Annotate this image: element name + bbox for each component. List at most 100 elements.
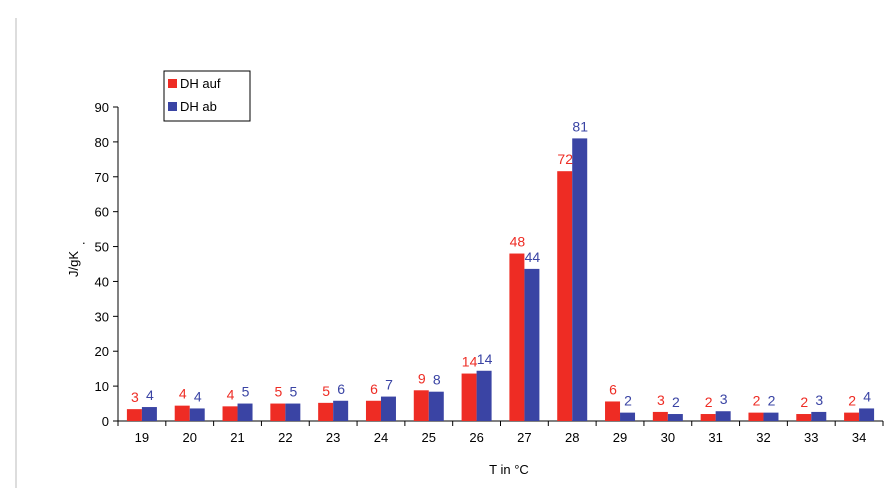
x-tick-label: 34: [852, 430, 866, 445]
y-tick-label: 60: [95, 205, 109, 220]
bar-dh-auf: [700, 414, 716, 421]
data-label-dh-auf: 5: [322, 383, 330, 399]
data-label-dh-auf: 5: [274, 384, 282, 400]
data-label-dh-ab: 5: [242, 384, 250, 400]
data-label-dh-auf: 14: [462, 354, 478, 370]
data-label-dh-auf: 9: [418, 370, 426, 386]
x-tick-label: 29: [613, 430, 627, 445]
data-label-dh-auf: 3: [657, 392, 665, 408]
y-axis-title-mark: .: [82, 232, 86, 247]
data-label-dh-auf: 4: [179, 386, 187, 402]
y-tick-label: 70: [95, 170, 109, 185]
x-tick-label: 19: [135, 430, 149, 445]
x-tick-label: 25: [422, 430, 436, 445]
bar-dh-ab: [141, 407, 157, 421]
bar-dh-auf: [557, 171, 573, 421]
x-tick-label: 27: [517, 430, 531, 445]
bar-dh-auf: [174, 405, 190, 421]
data-label-dh-ab: 6: [337, 381, 345, 397]
data-label-dh-ab: 3: [720, 391, 728, 407]
x-tick-label: 22: [278, 430, 292, 445]
bar-dh-ab: [859, 408, 875, 421]
data-label-dh-auf: 2: [848, 393, 856, 409]
bar-dh-auf: [365, 400, 381, 421]
bar-dh-auf: [509, 253, 525, 421]
bar-dh-auf: [605, 401, 621, 421]
x-tick-label: 24: [374, 430, 388, 445]
bar-dh-auf: [270, 403, 286, 421]
x-tick-label: 21: [230, 430, 244, 445]
bar-dh-ab: [476, 370, 492, 421]
x-axis-title: T in °C: [489, 462, 529, 477]
data-label-dh-ab: 14: [477, 351, 493, 367]
data-label-dh-ab: 4: [863, 388, 871, 404]
bar-dh-auf: [222, 406, 238, 421]
x-tick-label: 32: [756, 430, 770, 445]
data-label-dh-ab: 44: [525, 249, 541, 265]
bar-dh-ab: [285, 403, 301, 421]
y-tick-label: 50: [95, 240, 109, 255]
data-label-dh-auf: 6: [370, 381, 378, 397]
data-label-dh-ab: 4: [194, 388, 202, 404]
x-tick-label: 26: [469, 430, 483, 445]
bar-dh-ab: [667, 414, 683, 421]
data-label-dh-auf: 72: [557, 151, 573, 167]
y-tick-label: 80: [95, 135, 109, 150]
bar-dh-auf: [748, 412, 764, 421]
bar-dh-auf: [413, 390, 429, 421]
legend-label-dh-auf: DH auf: [180, 76, 221, 91]
bar-dh-ab: [572, 138, 588, 421]
bars: [126, 138, 875, 421]
data-label-dh-ab: 3: [815, 392, 823, 408]
bar-dh-auf: [844, 412, 860, 421]
data-label-dh-ab: 8: [433, 372, 441, 388]
legend-swatch-dh-ab: [168, 102, 177, 111]
bar-dh-ab: [333, 400, 349, 421]
y-tick-label: 40: [95, 274, 109, 289]
y-axis-title: J/gK: [66, 251, 81, 277]
bar-dh-ab: [811, 411, 827, 421]
data-label-dh-ab: 2: [624, 393, 632, 409]
bar-dh-ab: [189, 408, 205, 421]
bar-dh-auf: [461, 373, 477, 421]
data-label-dh-auf: 2: [753, 393, 761, 409]
x-tick-label: 20: [182, 430, 196, 445]
x-tick-label: 30: [661, 430, 675, 445]
data-label-dh-auf: 2: [800, 394, 808, 410]
x-tick-label: 33: [804, 430, 818, 445]
data-label-dh-ab: 81: [572, 118, 588, 134]
bar-dh-ab: [715, 411, 731, 421]
bar-dh-ab: [380, 396, 396, 421]
x-tick-label: 31: [708, 430, 722, 445]
data-label-dh-ab: 2: [672, 394, 680, 410]
data-label-dh-auf: 6: [609, 381, 617, 397]
legend: DH auf DH ab: [163, 70, 251, 122]
data-label-dh-ab: 4: [146, 387, 154, 403]
bar-dh-auf: [126, 409, 142, 421]
bar-dh-auf: [652, 411, 668, 421]
bar-dh-ab: [620, 412, 636, 421]
y-tick-label: 0: [102, 414, 109, 429]
data-label-dh-auf: 2: [705, 394, 713, 410]
legend-swatch-dh-auf: [168, 79, 177, 88]
data-label-dh-auf: 4: [227, 386, 235, 402]
y-tick-label: 90: [95, 100, 109, 115]
y-tick-label: 30: [95, 309, 109, 324]
x-tick-label: 28: [565, 430, 579, 445]
data-label-dh-auf: 48: [510, 234, 526, 250]
x-tick-label: 23: [326, 430, 340, 445]
bar-dh-ab: [763, 412, 779, 421]
bar-dh-ab: [524, 268, 540, 421]
y-tick-label: 10: [95, 379, 109, 394]
bar-dh-auf: [796, 414, 812, 421]
legend-box: [163, 70, 251, 122]
data-label-dh-ab: 2: [768, 393, 776, 409]
bar-dh-ab: [428, 391, 444, 421]
data-label-dh-ab: 7: [385, 377, 393, 393]
data-label-dh-auf: 3: [131, 389, 139, 405]
data-label-dh-ab: 5: [289, 384, 297, 400]
bar-dh-auf: [318, 402, 334, 421]
